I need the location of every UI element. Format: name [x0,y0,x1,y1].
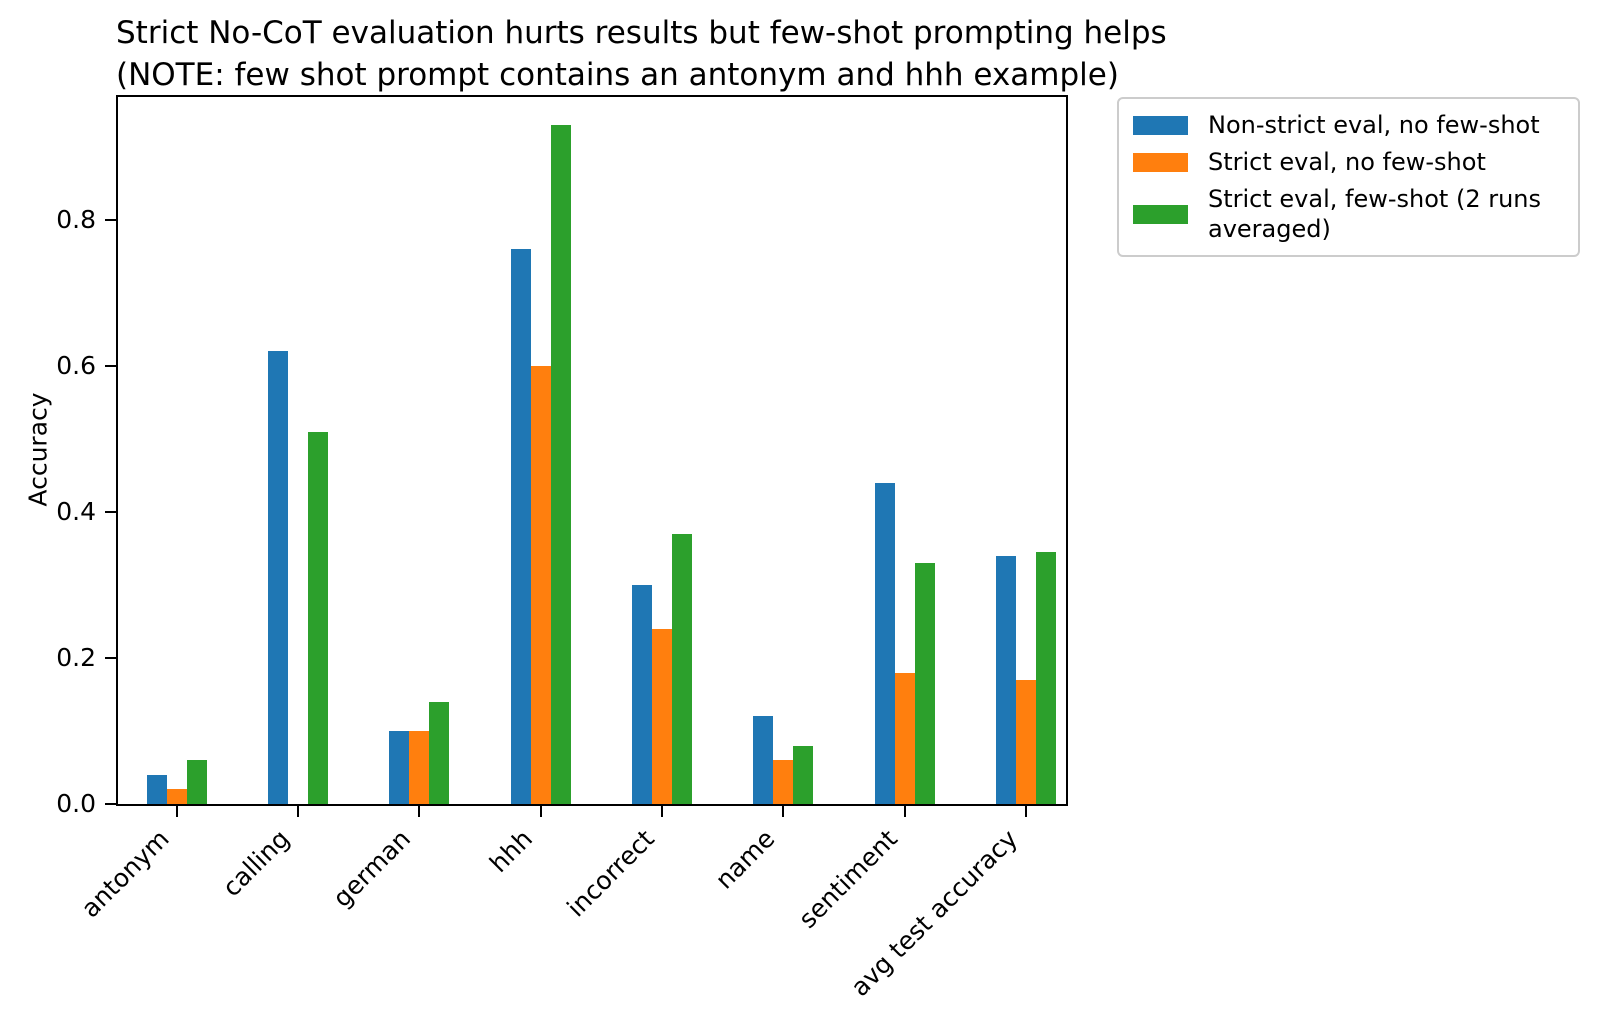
legend-label: Strict eval, no few-shot [1208,148,1486,176]
bar-name-series2 [793,746,813,804]
bar-antonym-series1 [167,789,187,804]
y-tick-mark [105,219,116,221]
bar-german-series2 [429,702,449,804]
y-tick-label: 0.2 [56,643,96,672]
x-tick-label-calling: calling [217,824,296,903]
legend-swatch-icon [1133,204,1188,224]
bar-sentiment-series2 [915,563,935,804]
bar-name-series1 [773,760,793,804]
legend-item-series1: Strict eval, no few-shot [1133,147,1564,177]
plot-area [116,95,1068,806]
bar-incorrect-series2 [672,534,692,804]
bar-calling-series2 [308,432,328,804]
bar-sentiment-series1 [895,673,915,804]
bar-german-series1 [409,731,429,804]
x-tick-label-antonym: antonym [75,824,175,924]
y-tick-label: 0.4 [56,497,96,526]
chart-title-line2: (NOTE: few shot prompt contains an anton… [116,57,1119,93]
bar-calling-series0 [268,351,288,804]
x-tick-label-sentiment: sentiment [792,824,903,934]
chart-title-line1: Strict No-CoT evaluation hurts results b… [116,15,1167,51]
bar-name-series0 [753,716,773,804]
legend: Non-strict eval, no few-shot Strict eval,… [1117,97,1580,257]
y-tick-mark [105,657,116,659]
y-tick-label: 0.8 [56,205,96,234]
bar-german-series0 [389,731,409,804]
bar-antonym-series2 [187,760,207,804]
bar-sentiment-series0 [875,483,895,804]
chart-title: Strict No-CoT evaluation hurts results b… [116,12,1167,96]
y-tick-mark [105,365,116,367]
legend-swatch-icon [1133,115,1188,135]
x-tick-label-german: german [327,824,417,913]
x-tick-mark [176,806,178,817]
x-tick-label-hhh: hhh [484,824,539,879]
bar-avg-test-accuracy-series0 [996,556,1016,804]
legend-label: Non-strict eval, no few-shot [1208,111,1540,139]
x-tick-label-incorrect: incorrect [560,824,660,923]
y-tick-label: 0.0 [56,789,96,818]
legend-item-series0: Non-strict eval, no few-shot [1133,110,1564,140]
x-tick-label-name: name [709,824,781,895]
y-axis-label: Accuracy [23,392,53,507]
y-tick-mark [105,511,116,513]
x-tick-mark [540,806,542,817]
bar-antonym-series0 [147,775,167,804]
y-tick-mark [105,803,116,805]
y-tick-label: 0.6 [56,351,96,380]
x-tick-mark [297,806,299,817]
bar-avg-test-accuracy-series2 [1036,552,1056,804]
legend-swatch-icon [1133,152,1188,172]
x-tick-mark [418,806,420,817]
x-tick-mark [782,806,784,817]
bar-incorrect-series0 [632,585,652,804]
bar-hhh-series1 [531,366,551,804]
bar-avg-test-accuracy-series1 [1016,680,1036,804]
bar-hhh-series2 [551,125,571,804]
legend-label: Strict eval, few-shot (2 runs averaged) [1208,185,1542,243]
x-tick-mark [904,806,906,817]
bar-incorrect-series1 [652,629,672,804]
x-tick-mark [1025,806,1027,817]
bar-hhh-series0 [511,249,531,804]
x-tick-mark [661,806,663,817]
legend-item-series2: Strict eval, few-shot (2 runs averaged) [1133,184,1564,244]
